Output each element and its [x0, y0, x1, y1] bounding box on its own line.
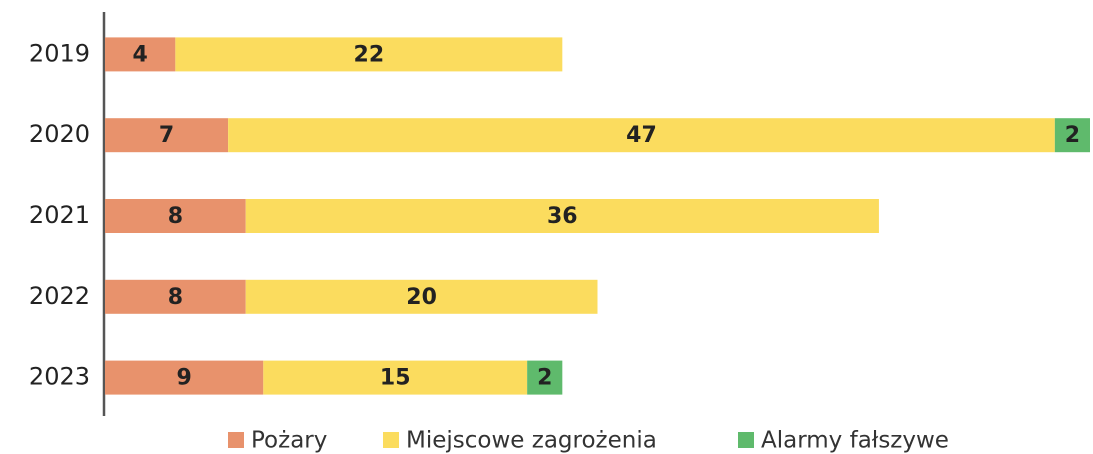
data-label: 4: [133, 42, 148, 67]
legend-label: Miejscowe zagrożenia: [406, 428, 657, 454]
data-label: 20: [406, 285, 437, 310]
bar-segment: [105, 360, 264, 395]
data-label: 2: [537, 366, 552, 391]
legend-label: Alarmy fałszywe: [761, 428, 949, 454]
bar-segment: [245, 279, 598, 314]
bar-segment: [105, 118, 229, 153]
data-label: 8: [168, 204, 183, 229]
data-label: 8: [168, 285, 183, 310]
data-label: 36: [547, 204, 578, 229]
data-label: 9: [176, 366, 191, 391]
data-label: 7: [159, 123, 174, 148]
y-tick-label: 2022: [29, 282, 90, 310]
data-label: 47: [626, 123, 657, 148]
data-label: 2: [1065, 123, 1080, 148]
bar-segment: [105, 279, 246, 314]
data-label: 22: [354, 42, 385, 67]
bar-segment: [228, 118, 1055, 153]
bar-segment: [105, 199, 246, 233]
y-tick-label: 2021: [29, 201, 90, 229]
legend-label: Pożary: [251, 428, 327, 454]
bar-segment: [245, 199, 879, 233]
y-tick-label: 2023: [29, 363, 90, 391]
bar-segment: [105, 37, 176, 72]
legend-swatch: [383, 432, 399, 448]
bar-segment: [527, 360, 563, 395]
bar-segment: [1054, 118, 1090, 153]
y-tick-label: 2020: [29, 120, 90, 148]
legend-swatch: [738, 432, 754, 448]
bar-segment: [263, 360, 528, 395]
legend-swatch: [228, 432, 244, 448]
y-tick-label: 2019: [29, 39, 90, 67]
bar-segment: [175, 37, 563, 72]
data-label: 15: [380, 366, 411, 391]
